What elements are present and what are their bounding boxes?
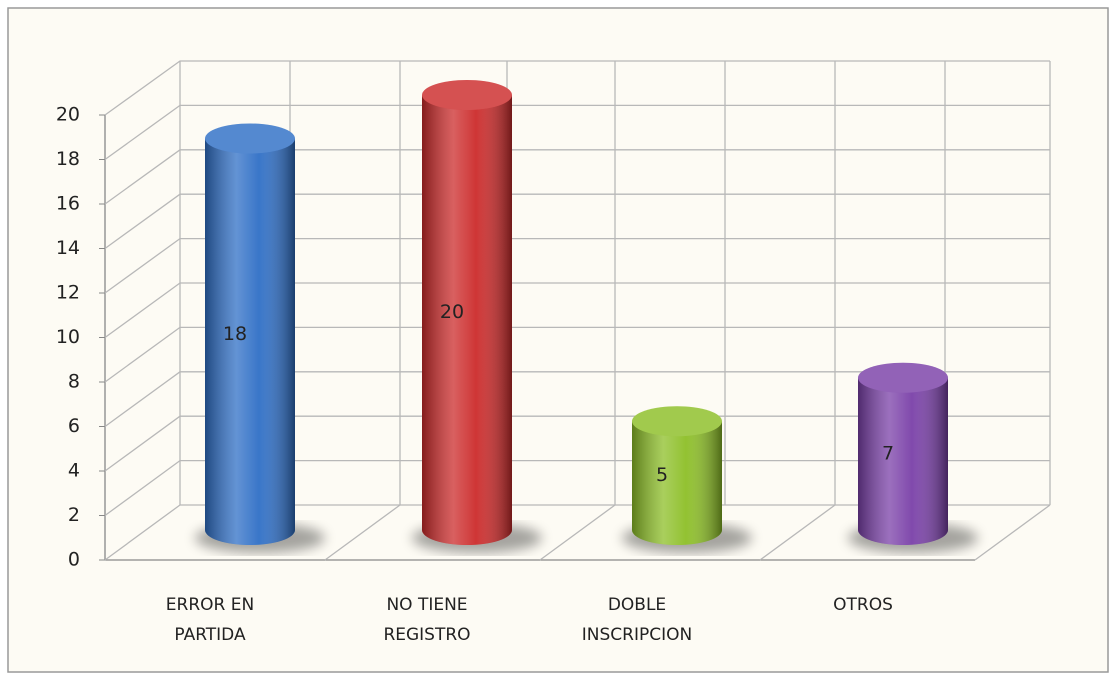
y-tick-label: 12 <box>56 282 80 304</box>
x-tick-label: OTROS <box>833 595 893 615</box>
grid-line <box>104 371 1050 428</box>
value-label: 20 <box>440 301 464 323</box>
frame <box>7 7 1109 673</box>
y-tick-label: 20 <box>56 104 80 126</box>
grid-line <box>104 459 1050 517</box>
grid-line <box>104 149 1050 205</box>
x-tick-label: NO TIENE REGISTRO <box>383 595 471 645</box>
value-label: 5 <box>656 464 668 486</box>
y-tick-label: 2 <box>68 504 80 526</box>
y-tick-label: 16 <box>56 193 80 215</box>
bar <box>858 362 948 545</box>
bar-shading <box>205 138 295 545</box>
bar-cap-light <box>422 80 512 110</box>
bar-shading <box>858 377 948 545</box>
value-label: 7 <box>882 442 894 464</box>
grid-line <box>104 193 1050 250</box>
grid-line <box>104 415 1050 472</box>
y-tick-label: 6 <box>68 415 80 437</box>
y-tick-label: 4 <box>68 460 80 482</box>
grid-line <box>104 237 1050 294</box>
y-tick-label: 0 <box>68 549 80 571</box>
x-tick-label: DOBLE INSCRIPCION <box>581 595 693 645</box>
y-tick-label: 8 <box>68 371 80 393</box>
y-tick-label: 10 <box>56 326 80 348</box>
value-label: 18 <box>223 323 247 345</box>
grid-line <box>104 104 1050 161</box>
bar-cap <box>632 406 722 437</box>
bar-cap-light <box>858 362 948 393</box>
x-tick-label: ERROR EN PARTIDA <box>165 595 255 645</box>
bar-shading <box>422 95 512 545</box>
bar-cap <box>205 123 295 154</box>
y-tick-label: 14 <box>56 237 80 259</box>
bar-cap <box>422 80 512 110</box>
bar-cap-light <box>632 406 722 437</box>
grid-line <box>104 504 1050 561</box>
bar <box>422 80 512 545</box>
grid-line <box>104 60 1050 116</box>
bar-shading <box>632 421 722 545</box>
bar-cap <box>858 362 948 393</box>
bar-cap-light <box>205 123 295 154</box>
grid-line <box>104 326 1050 383</box>
grid-line <box>104 282 1050 339</box>
y-tick-label: 18 <box>56 148 80 170</box>
bar <box>632 406 722 545</box>
bar <box>205 123 295 545</box>
